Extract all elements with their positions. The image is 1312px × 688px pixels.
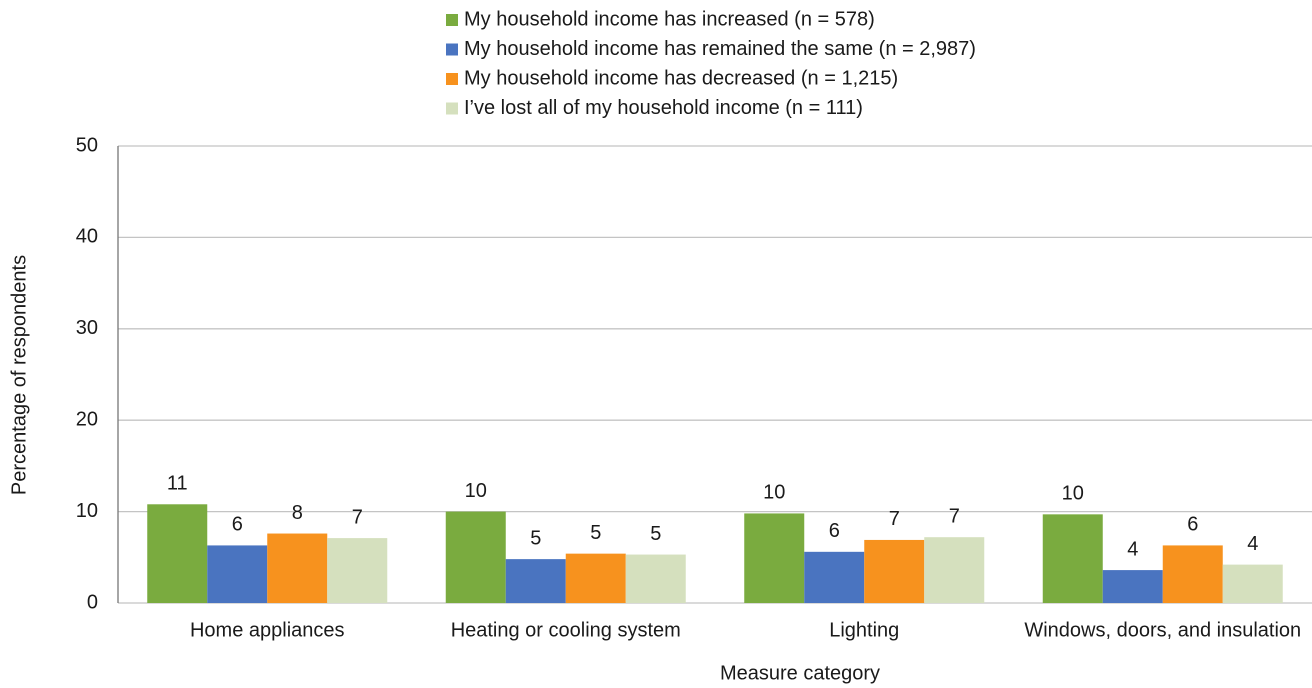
data-label: 5 [650, 523, 661, 545]
data-label: 10 [465, 480, 487, 502]
x-axis-title: Measure category [720, 662, 880, 684]
data-label: 6 [232, 514, 243, 536]
data-label: 11 [167, 473, 188, 495]
data-label: 10 [763, 482, 785, 504]
bar [505, 559, 566, 603]
bar [1222, 564, 1283, 603]
bar [147, 504, 208, 603]
x-tick-label: Lighting [829, 619, 899, 641]
data-label: 10 [1062, 483, 1084, 505]
bar [327, 538, 388, 603]
data-label: 7 [352, 506, 363, 528]
x-tick-label: Windows, doors, and insulation [1024, 619, 1301, 641]
y-axis-title: Percentage of respondents [8, 255, 30, 495]
bar [744, 513, 805, 603]
bar [1102, 570, 1163, 603]
legend-swatch [446, 43, 458, 56]
bar [1042, 514, 1103, 603]
data-label: 4 [1247, 533, 1258, 555]
legend-label: I’ve lost all of my household income (n … [464, 97, 863, 119]
data-label: 7 [949, 505, 960, 527]
legend-label: My household income has decreased (n = 1… [464, 67, 898, 89]
legend-swatch [446, 14, 458, 26]
data-label: 6 [1187, 514, 1198, 536]
data-label: 6 [829, 520, 840, 542]
bar [804, 551, 865, 603]
y-tick-label: 10 [76, 500, 98, 522]
bar [267, 533, 328, 603]
legend-label: My household income has remained the sam… [464, 38, 976, 60]
data-label: 5 [590, 522, 601, 544]
y-tick-label: 50 [76, 134, 98, 156]
legend-label: My household income has increased (n = 5… [464, 8, 875, 30]
bar [625, 554, 686, 603]
y-tick-label: 20 [76, 408, 98, 430]
data-label: 8 [292, 502, 303, 524]
bar [864, 539, 925, 603]
x-tick-label: Home appliances [190, 619, 345, 641]
legend-swatch [446, 102, 458, 115]
bar [1162, 545, 1223, 603]
legend-swatch [446, 73, 458, 85]
bar [924, 537, 985, 603]
bar [565, 553, 626, 603]
y-tick-label: 40 [76, 226, 98, 248]
data-label: 4 [1127, 538, 1138, 560]
y-tick-label: 30 [76, 317, 98, 339]
bar [445, 511, 506, 603]
data-label: 5 [530, 527, 541, 549]
data-label: 7 [889, 508, 900, 530]
x-tick-label: Heating or cooling system [451, 619, 681, 641]
bar [207, 545, 268, 603]
y-tick-label: 0 [87, 591, 98, 613]
